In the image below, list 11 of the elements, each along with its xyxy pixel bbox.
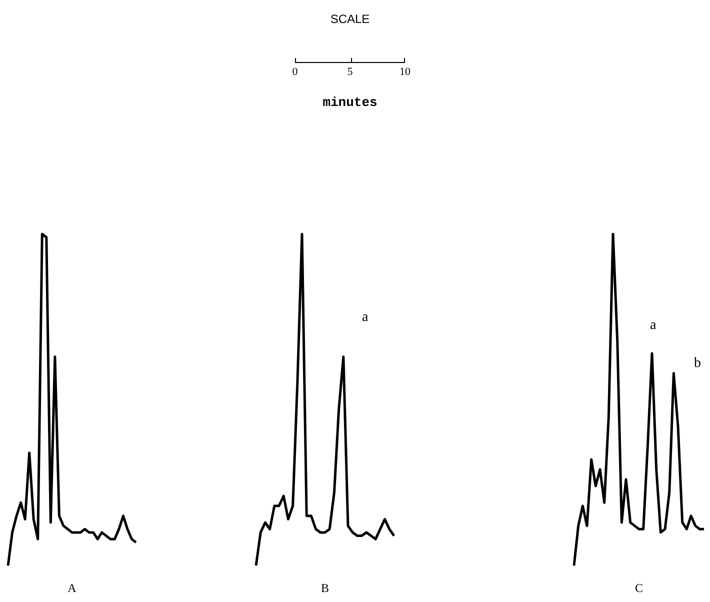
x-axis-title: B <box>320 580 330 595</box>
x-axis-title: A <box>68 580 77 595</box>
text: minutes <box>322 95 378 110</box>
annotation: a <box>650 318 656 334</box>
text: 10 <box>398 66 412 78</box>
annotation: a <box>362 310 368 326</box>
text: 0 <box>291 66 299 78</box>
x-axis-title: C <box>634 580 644 595</box>
text: 5 <box>346 66 354 78</box>
text: SCALE <box>329 12 371 26</box>
annotation: b <box>694 356 701 372</box>
